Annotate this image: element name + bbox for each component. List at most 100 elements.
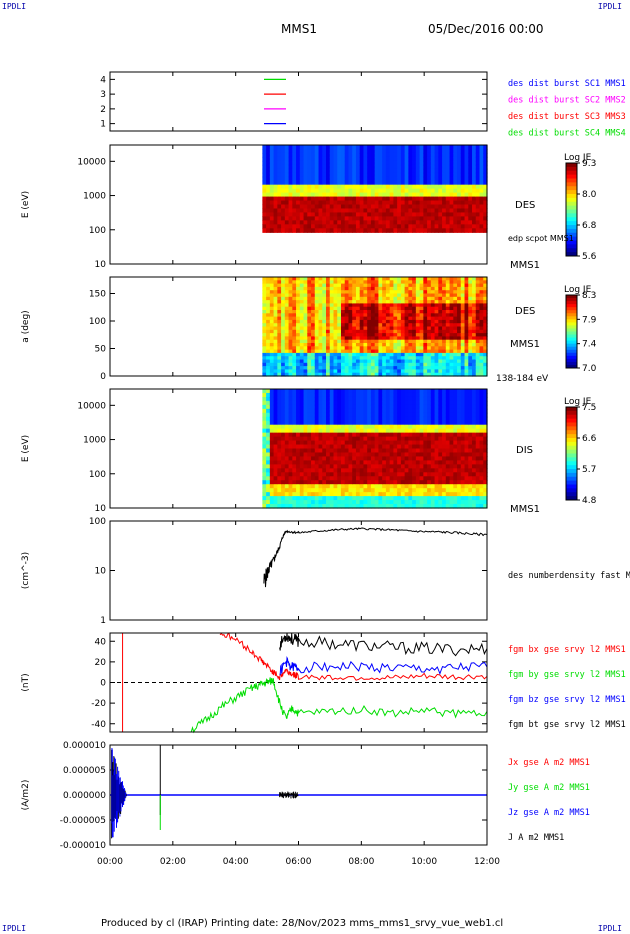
heatmap-cell bbox=[326, 326, 331, 331]
heatmap-cell bbox=[355, 468, 361, 473]
heatmap-cell bbox=[281, 200, 286, 206]
heatmap-cell bbox=[303, 416, 308, 422]
heatmap-cell bbox=[453, 484, 458, 489]
heatmap-cell bbox=[457, 277, 462, 281]
heatmap-cell bbox=[442, 366, 447, 370]
heatmap-cell bbox=[374, 396, 380, 402]
heatmap-cell bbox=[457, 389, 462, 394]
heatmap-cell bbox=[281, 156, 286, 162]
heatmap-cell bbox=[303, 316, 308, 321]
heatmap-cell bbox=[344, 306, 350, 311]
heatmap-cell bbox=[483, 168, 488, 174]
heatmap-cell bbox=[344, 296, 350, 301]
heatmap-cell bbox=[322, 204, 327, 210]
heatmap-cell bbox=[464, 428, 469, 434]
heatmap-cell bbox=[292, 444, 297, 450]
heatmap-cell bbox=[355, 412, 361, 418]
heatmap-cell bbox=[359, 366, 365, 370]
heatmap-cell bbox=[318, 164, 323, 170]
heatmap-cell bbox=[464, 296, 469, 301]
heatmap-cell bbox=[314, 152, 320, 158]
heatmap-cell bbox=[374, 188, 380, 194]
heatmap-cell bbox=[370, 424, 376, 430]
heatmap-cell bbox=[393, 296, 398, 301]
heatmap-cell bbox=[430, 283, 436, 288]
heatmap-cell bbox=[367, 440, 372, 446]
heatmap-cell bbox=[472, 323, 477, 328]
heatmap-cell bbox=[277, 329, 282, 334]
heatmap-cell bbox=[423, 448, 428, 454]
heatmap-cell bbox=[415, 448, 421, 454]
heatmap-cell bbox=[326, 172, 331, 178]
heatmap-cell bbox=[378, 333, 383, 337]
heatmap-cell bbox=[363, 313, 368, 318]
heatmap-cell bbox=[393, 472, 398, 477]
heatmap-cell bbox=[483, 313, 488, 318]
heatmap-cell bbox=[472, 220, 477, 225]
colorbar-tick-label: 7.4 bbox=[582, 340, 597, 350]
heatmap-cell bbox=[337, 224, 342, 229]
heatmap-cell bbox=[281, 356, 286, 361]
heatmap-cell bbox=[273, 277, 278, 281]
heatmap-cell bbox=[453, 452, 458, 458]
heatmap-cell bbox=[412, 484, 417, 489]
colorbar-segment bbox=[566, 221, 577, 226]
heatmap-cell bbox=[326, 404, 331, 410]
heatmap-cell bbox=[329, 412, 335, 418]
heatmap-cell bbox=[374, 452, 380, 458]
heatmap-cell bbox=[442, 488, 447, 493]
heatmap-cell bbox=[468, 408, 473, 414]
heatmap-cell bbox=[378, 293, 383, 298]
heatmap-cell bbox=[288, 184, 293, 190]
heatmap-cell bbox=[445, 408, 451, 414]
heatmap-cell bbox=[266, 336, 271, 341]
heatmap-cell bbox=[344, 468, 350, 473]
heatmap-cell bbox=[374, 468, 380, 473]
heatmap-cell bbox=[453, 480, 458, 485]
heatmap-cell bbox=[374, 389, 380, 394]
heatmap-cell bbox=[389, 436, 395, 442]
heatmap-cell bbox=[389, 212, 395, 217]
heatmap-cell bbox=[472, 362, 477, 367]
heatmap-cell bbox=[430, 145, 436, 150]
heatmap-cell bbox=[288, 484, 293, 489]
heatmap-cell bbox=[344, 372, 350, 377]
heatmap-cell bbox=[393, 204, 398, 210]
heatmap-cell bbox=[292, 428, 297, 434]
heatmap-cell bbox=[468, 346, 473, 351]
heatmap-cell bbox=[262, 346, 267, 351]
heatmap-cell bbox=[292, 184, 297, 190]
heatmap-cell bbox=[445, 336, 451, 341]
heatmap-cell bbox=[460, 148, 466, 154]
heatmap-cell bbox=[464, 362, 469, 367]
heatmap-cell bbox=[284, 356, 290, 361]
heatmap-cell bbox=[326, 208, 331, 214]
heatmap-cell bbox=[367, 148, 372, 154]
heatmap-cell bbox=[427, 212, 432, 217]
heatmap-cell bbox=[337, 432, 342, 438]
colorbar-segment bbox=[566, 209, 577, 214]
heatmap-cell bbox=[412, 200, 417, 206]
heatmap-cell bbox=[296, 448, 301, 454]
heatmap-cell bbox=[404, 290, 409, 295]
heatmap-cell bbox=[284, 444, 290, 450]
heatmap-cell bbox=[434, 440, 439, 446]
heatmap-cell bbox=[322, 323, 327, 328]
heatmap-cell bbox=[442, 277, 447, 281]
heatmap-cell bbox=[273, 326, 278, 331]
heatmap-cell bbox=[412, 316, 417, 321]
heatmap-cell bbox=[296, 400, 301, 406]
heatmap-cell bbox=[266, 404, 271, 410]
heatmap-cell bbox=[348, 492, 353, 497]
heatmap-cell bbox=[419, 352, 424, 357]
heatmap-cell bbox=[307, 296, 312, 301]
heatmap-cell bbox=[344, 480, 350, 485]
heatmap-cell bbox=[464, 208, 469, 214]
heatmap-cell bbox=[430, 196, 436, 202]
heatmap-cell bbox=[397, 366, 402, 370]
heatmap-cell bbox=[415, 224, 421, 229]
heatmap-cell bbox=[314, 359, 320, 364]
heatmap-cell bbox=[415, 412, 421, 418]
heatmap-cell bbox=[340, 196, 346, 202]
